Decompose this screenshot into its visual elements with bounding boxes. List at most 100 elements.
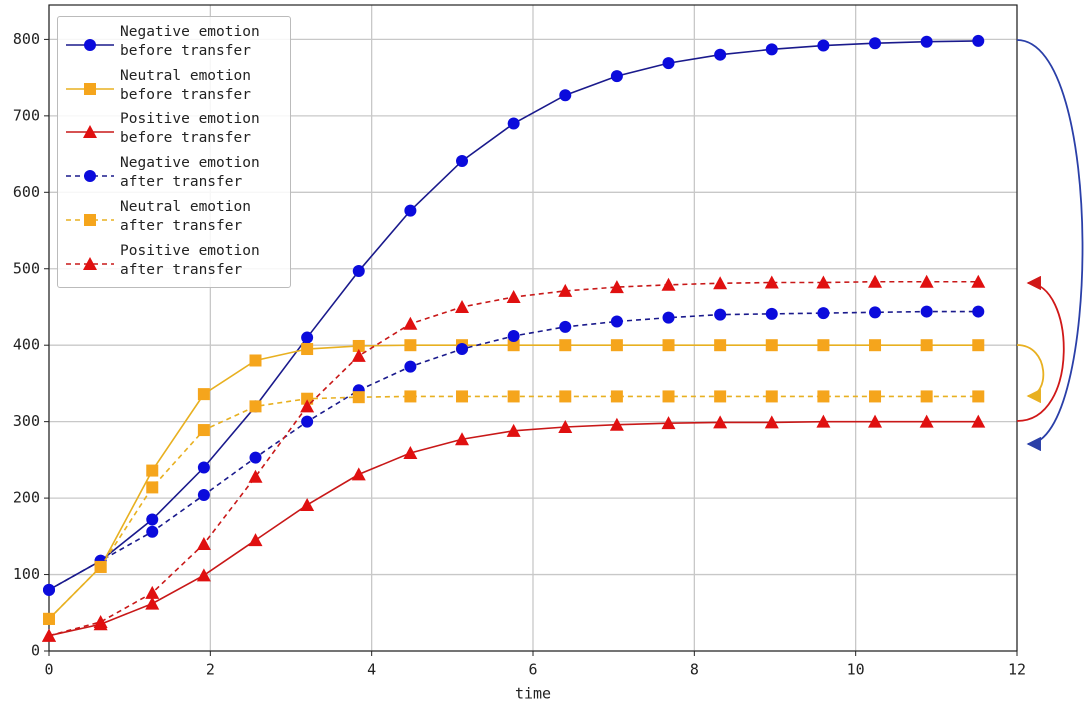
- x-tick-label: 12: [1008, 661, 1026, 679]
- point: [662, 390, 675, 403]
- point: [197, 461, 210, 474]
- point: [301, 343, 314, 356]
- point: [301, 331, 314, 344]
- legend-item: Negative emotion after transfer: [58, 152, 290, 196]
- point: [558, 283, 573, 297]
- y-tick-label: 400: [13, 336, 40, 354]
- legend-item: Positive emotion after transfer: [58, 240, 290, 284]
- legend-item: Positive emotion before transfer: [58, 108, 290, 152]
- point: [248, 469, 263, 483]
- point: [403, 445, 418, 459]
- legend-item: Neutral emotion after transfer: [58, 196, 290, 240]
- point: [507, 339, 520, 352]
- y-tick-label: 0: [31, 642, 40, 660]
- legend-label: Positive emotion before transfer: [120, 111, 260, 147]
- point: [868, 414, 883, 428]
- legend-label: Negative emotion before transfer: [120, 24, 260, 59]
- point: [506, 290, 521, 304]
- point: [197, 388, 210, 401]
- point: [971, 274, 986, 288]
- point: [196, 536, 211, 550]
- point: [972, 390, 985, 403]
- x-tick-label: 0: [44, 661, 53, 679]
- point: [301, 415, 314, 428]
- point: [559, 89, 572, 102]
- point: [920, 339, 933, 352]
- point: [248, 533, 263, 547]
- point: [559, 390, 572, 403]
- point: [869, 339, 882, 352]
- point: [817, 39, 830, 52]
- point: [765, 390, 778, 403]
- point: [404, 360, 417, 373]
- point: [42, 628, 56, 642]
- point: [661, 416, 676, 430]
- legend-marker: [83, 256, 97, 270]
- point: [610, 339, 623, 352]
- point: [869, 306, 882, 319]
- point: [920, 305, 933, 318]
- point: [662, 339, 675, 352]
- legend-label: Negative emotion after transfer: [120, 155, 260, 191]
- point: [559, 320, 572, 333]
- point: [920, 390, 933, 403]
- legend-marker: [84, 170, 96, 183]
- point: [507, 390, 520, 403]
- point: [301, 392, 314, 405]
- transfer-arrow: [1016, 39, 1084, 452]
- point: [558, 420, 573, 434]
- transfer-arrow: [1016, 344, 1045, 404]
- point: [920, 35, 933, 48]
- point: [507, 330, 520, 343]
- legend-label: Positive emotion after transfer: [120, 242, 260, 278]
- point: [868, 274, 883, 288]
- point: [972, 34, 985, 47]
- point: [300, 497, 315, 511]
- point: [714, 308, 727, 321]
- point: [817, 339, 830, 352]
- point: [713, 276, 728, 290]
- y-tick-label: 600: [13, 183, 40, 201]
- point: [351, 467, 366, 481]
- point: [404, 339, 417, 352]
- point: [43, 612, 55, 625]
- point: [610, 70, 623, 83]
- x-axis-label: time: [515, 685, 551, 703]
- point: [146, 525, 159, 538]
- x-tick-label: 2: [206, 661, 215, 679]
- point: [869, 390, 882, 403]
- legend-marker: [84, 39, 96, 51]
- point: [816, 414, 831, 428]
- point: [559, 339, 572, 352]
- point: [455, 299, 470, 313]
- x-tick-label: 4: [367, 661, 376, 679]
- point: [714, 390, 727, 403]
- point: [94, 560, 107, 573]
- point: [249, 354, 262, 367]
- point: [197, 489, 210, 502]
- point: [404, 204, 417, 217]
- point: [765, 307, 778, 320]
- point: [300, 399, 315, 413]
- point: [506, 423, 521, 437]
- legend-icon: [66, 82, 114, 95]
- plot: [42, 34, 986, 642]
- point: [765, 339, 778, 352]
- point: [145, 585, 160, 599]
- transfer-arrow: [1016, 275, 1065, 422]
- point: [352, 265, 365, 278]
- y-tick-label: 700: [13, 106, 40, 124]
- point: [869, 37, 882, 50]
- legend-icon: [66, 213, 114, 226]
- point: [196, 568, 211, 582]
- point: [249, 451, 262, 464]
- point: [972, 339, 985, 352]
- point: [455, 432, 470, 446]
- point: [714, 48, 727, 61]
- point: [456, 343, 469, 356]
- point: [610, 390, 623, 403]
- point: [146, 481, 159, 494]
- legend-icon: [66, 125, 114, 139]
- y-tick-label: 800: [13, 30, 40, 48]
